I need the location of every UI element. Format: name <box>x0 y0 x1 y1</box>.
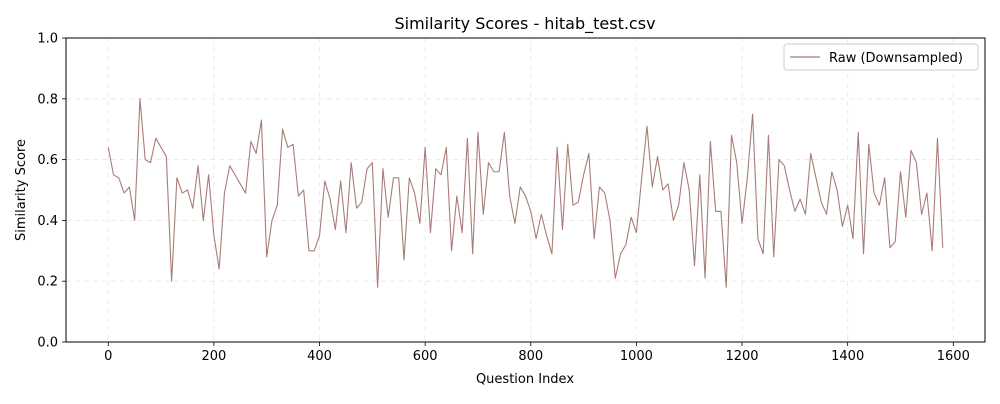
data-series <box>107 98 944 288</box>
y-tick-label: 0.2 <box>37 275 58 290</box>
x-tick-label: 1400 <box>831 349 864 364</box>
x-tick-label: 600 <box>413 349 438 364</box>
y-tick-label: 0.8 <box>37 92 58 107</box>
y-tick-label: 0.4 <box>37 214 58 229</box>
x-tick-label: 1200 <box>725 349 758 364</box>
x-tick-label: 0 <box>104 349 112 364</box>
x-tick-label: 1600 <box>937 349 970 364</box>
plot-frame <box>65 37 986 343</box>
x-tick-label: 400 <box>307 349 332 364</box>
y-tick-label: 0.6 <box>37 153 58 168</box>
y-tick-label: 0.0 <box>37 336 58 351</box>
legend-box <box>783 43 979 71</box>
series-line <box>107 98 944 288</box>
x-axis-label: Question Index <box>476 372 574 387</box>
grid-lines <box>66 37 985 343</box>
x-tick-label: 200 <box>201 349 226 364</box>
axis-ticks: 0 200 400 600 800 1000 1200 1400 1600 0.0 0.2 0.4 0.… <box>37 32 970 365</box>
legend-label: Raw (Downsampled) <box>829 51 963 66</box>
y-axis-label: Similarity Score <box>14 139 29 241</box>
y-tick-label: 1.0 <box>37 32 58 47</box>
x-tick-label: 1000 <box>620 349 653 364</box>
chart-title: Similarity Scores - hitab_test.csv <box>394 14 655 34</box>
legend: Raw (Downsampled) <box>783 43 979 71</box>
x-tick-label: 800 <box>518 349 543 364</box>
